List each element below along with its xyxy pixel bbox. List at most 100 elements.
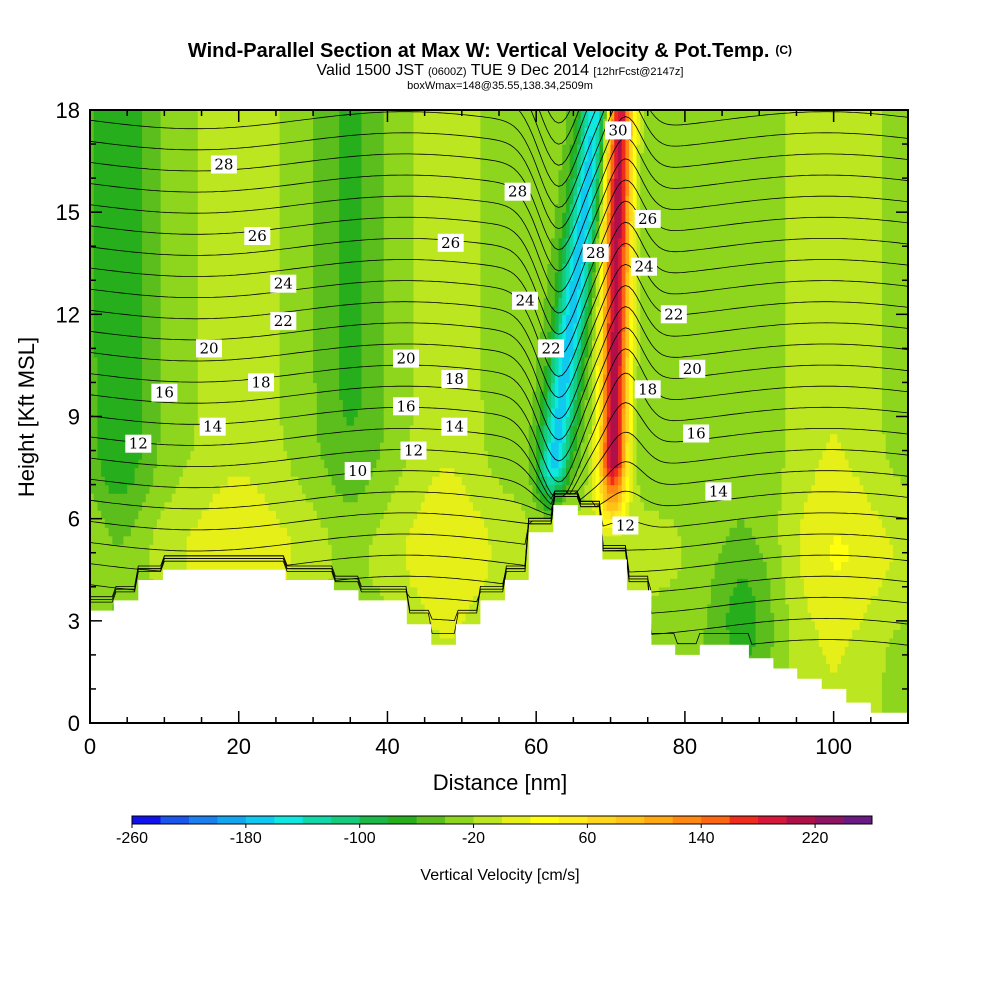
contour-label-text: 28 — [508, 183, 527, 201]
contour-label: 30 — [605, 121, 631, 140]
theta-contour-line — [90, 496, 908, 614]
theta-contour-line — [90, 137, 908, 272]
y-tick-label: 12 — [56, 302, 80, 327]
chart-subtitle-2: boxWmax=148@35.55,138.34,2509m — [407, 80, 593, 92]
theta-contour-line — [90, 372, 908, 497]
terrain-mask — [90, 505, 908, 723]
theta-contour-line — [90, 493, 908, 531]
contour-label-text: 10 — [348, 462, 367, 480]
y-tick-label: 0 — [68, 711, 80, 736]
colorbar-swatch — [132, 816, 161, 824]
x-tick-label: 20 — [226, 734, 250, 759]
contour-label-text: 12 — [404, 442, 423, 460]
y-axis-label: Height [Kft MSL] — [14, 337, 39, 497]
contour-label-text: 12 — [129, 435, 148, 453]
contour-label: 18 — [441, 370, 468, 388]
colorbar-swatch — [615, 816, 645, 824]
contour-label-text: 24 — [634, 258, 653, 276]
contour-label: 14 — [705, 482, 732, 501]
contour-label: 14 — [441, 417, 468, 436]
contour-label: 26 — [437, 233, 464, 252]
contour-label-text: 28 — [586, 244, 605, 262]
contour-label: 28 — [504, 182, 531, 201]
contour-label: 18 — [248, 373, 274, 392]
contour-label-text: 18 — [445, 370, 464, 388]
contour-label: 28 — [582, 244, 609, 262]
contour-label-text: 18 — [638, 380, 657, 398]
colorbar-swatch — [758, 816, 788, 824]
theta-contour-line — [90, 493, 908, 593]
colorbar-swatch — [416, 816, 446, 824]
colorbar-swatch — [530, 816, 560, 824]
colorbar-label: Vertical Velocity [cm/s] — [420, 867, 579, 884]
colorbar-tick-label: 140 — [688, 830, 715, 847]
y-tick-label: 18 — [56, 98, 80, 123]
theta-contour-line — [90, 306, 908, 441]
subtitle-forecast: [12hrFcst@2147z] — [593, 66, 683, 78]
title-text: Wind-Parallel Section at Max W: Vertical… — [188, 40, 769, 62]
colorbar-swatch — [815, 816, 844, 824]
theta-contour-line — [90, 461, 908, 511]
contour-label: 24 — [512, 291, 538, 310]
theta-contour-line — [90, 348, 908, 483]
colorbar-swatch — [587, 816, 617, 824]
theta-contour-line — [90, 179, 908, 314]
x-tick-label: 80 — [673, 734, 697, 759]
colorbar-swatch — [701, 816, 731, 824]
contour-label-text: 22 — [664, 305, 683, 323]
colorbar-swatch — [502, 816, 531, 824]
theta-contour-line — [90, 431, 908, 506]
colorbar-swatch — [644, 816, 674, 824]
contour-label: 24 — [631, 257, 657, 276]
x-tick-label: 0 — [84, 734, 96, 759]
contour-label-text: 12 — [616, 517, 635, 535]
contour-label: 22 — [538, 339, 565, 358]
y-axis: 0 3 6 9 12 15 18 — [56, 98, 908, 736]
y-tick-label: 3 — [68, 609, 80, 634]
contour-label: 16 — [393, 397, 419, 416]
colorbar: -260 -180 -100 -20 60 140 220 — [116, 815, 873, 847]
plot-area — [90, 110, 908, 723]
y-tick-label: 15 — [56, 200, 80, 225]
colorbar-swatch — [245, 816, 275, 824]
theta-contour-line — [90, 496, 908, 552]
theta-contour-line — [90, 110, 908, 208]
theta-contour-line — [90, 327, 908, 462]
contour-label-text: 18 — [251, 373, 270, 391]
colorbar-swatch — [359, 816, 389, 824]
contour-label-text: 26 — [441, 234, 460, 252]
contour-label: 10 — [344, 462, 371, 480]
theta-contour-line — [90, 242, 908, 377]
colorbar-tick-label: 60 — [579, 830, 597, 847]
contour-label: 12 — [612, 516, 639, 535]
contour-label: 12 — [400, 441, 427, 460]
contour-label: 18 — [634, 380, 661, 399]
contour-label-text: 14 — [445, 418, 464, 436]
contour-label-text: 14 — [709, 482, 728, 500]
contour-label: 20 — [196, 339, 222, 358]
contour-label-text: 26 — [248, 227, 267, 245]
contour-labels: 10 12 12 12 14 14 14 16 16 16 18 18 18 20 20 20 22 22 22 24… — [125, 121, 732, 535]
contour-label: 20 — [393, 349, 419, 368]
contour-label-text: 20 — [199, 339, 218, 357]
colorbar-tick-label: 220 — [802, 830, 829, 847]
contour-label-text: 14 — [203, 418, 222, 436]
colorbar-swatch — [672, 816, 702, 824]
contour-label-text: 16 — [687, 425, 706, 443]
contour-label-text: 24 — [515, 292, 534, 310]
contour-label-text: 20 — [683, 360, 702, 378]
contour-label: 26 — [634, 210, 661, 228]
subtitle-date: TUE 9 Dec 2014 — [471, 62, 589, 79]
title-mark: (C) — [775, 43, 792, 57]
contour-label-text: 30 — [608, 121, 627, 139]
contour-label: 22 — [270, 312, 297, 331]
subtitle-utc: (0600Z) — [428, 66, 467, 78]
theta-contour-line — [90, 490, 908, 516]
contour-label: 28 — [210, 155, 237, 174]
contour-label: 16 — [683, 424, 710, 443]
colorbar-swatch — [445, 816, 474, 824]
x-axis-label: Distance [nm] — [433, 770, 568, 795]
colorbar-swatch — [729, 816, 759, 824]
contour-label: 14 — [199, 417, 226, 436]
